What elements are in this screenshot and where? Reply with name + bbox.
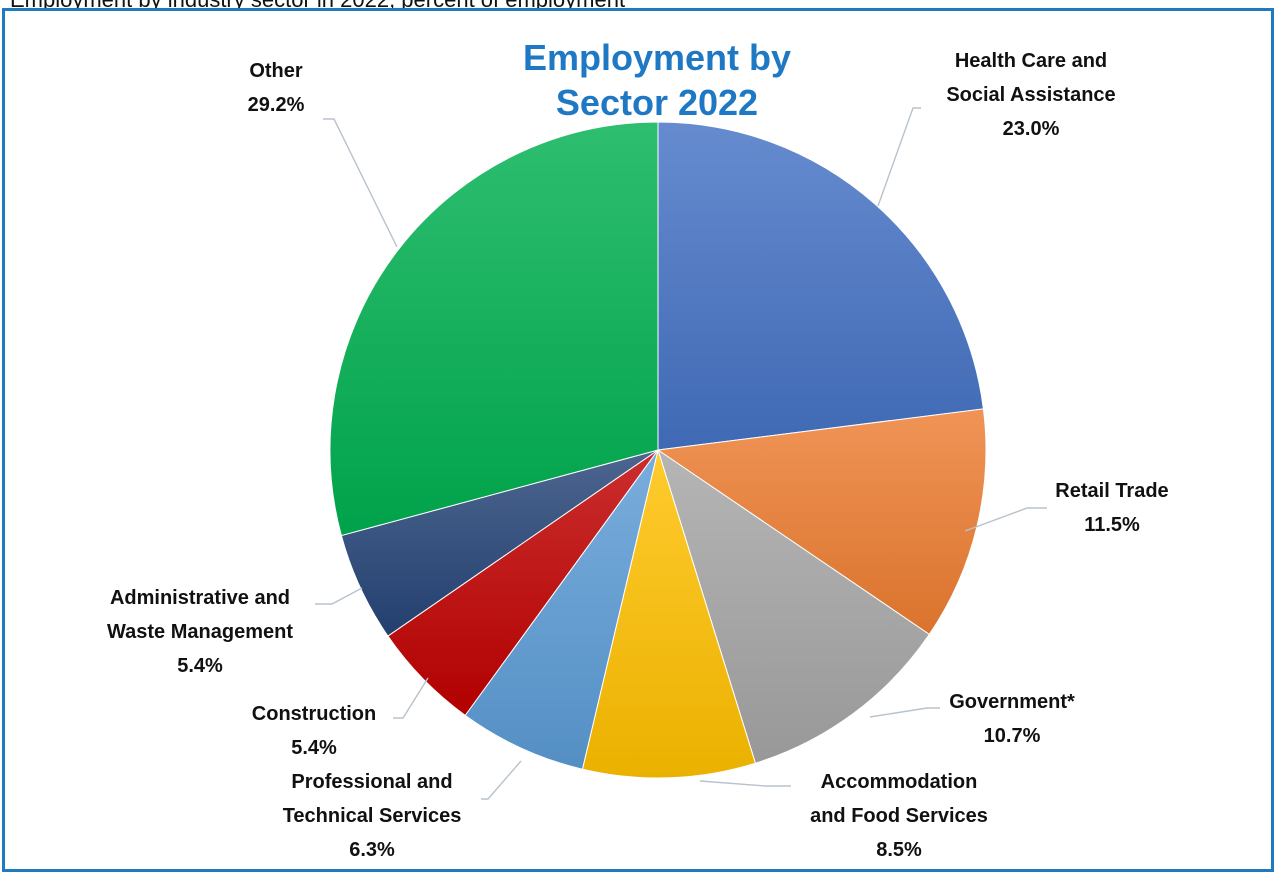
slice-value-label: 29.2% <box>248 94 305 116</box>
slice-name-line: Other <box>249 60 303 82</box>
slice-value-label: 5.4% <box>291 737 337 759</box>
slice-name-line: Accommodation <box>821 771 978 793</box>
slice-value-label: 23.0% <box>1003 118 1060 140</box>
slice-name-line: Construction <box>252 703 376 725</box>
slice-name-line: and Food Services <box>810 805 988 827</box>
slice-value-label: 8.5% <box>876 839 922 861</box>
slice-value-label: 6.3% <box>349 839 395 861</box>
slice-value-label: 10.7% <box>984 725 1041 747</box>
leader-line-accommodation-and-food-services <box>699 780 791 787</box>
pie-slice-accommodation-and-food-services <box>581 448 757 779</box>
leader-line-retail-trade <box>964 507 1047 532</box>
pie-slice-professional-and-technical-services <box>464 449 659 770</box>
slice-label-health-care-and-social-assistance: Health Care and Social Assistance 23.0% <box>946 50 1115 140</box>
slice-name-line: Health Care and <box>955 50 1107 72</box>
leader-lines <box>315 107 1047 800</box>
leader-line-professional-and-technical-services <box>481 760 522 800</box>
employment-pie-chart: Employment by Sector 2022 Health Care and S… <box>107 37 1169 861</box>
slice-label-other: Other 29.2% <box>248 60 305 116</box>
leader-line-health-care-and-social-assistance <box>877 107 921 207</box>
slice-name-line: Professional and <box>291 771 452 793</box>
leader-line-administrative-and-waste-management <box>315 587 363 605</box>
slice-label-accommodation-and-food-services: Accommodation and Food Services 8.5% <box>810 771 988 861</box>
slice-name-line: Social Assistance <box>946 84 1115 106</box>
slice-value-label: 5.4% <box>177 655 223 677</box>
slice-name-line: Administrative and <box>110 587 290 609</box>
slice-label-retail-trade: Retail Trade 11.5% <box>1055 480 1168 536</box>
pie-slice-other <box>329 121 659 537</box>
slice-name-line: Technical Services <box>283 805 462 827</box>
slice-name-line: Government* <box>949 691 1075 713</box>
slice-labels: Health Care and Social Assistance 23.0% Ret… <box>107 50 1169 861</box>
slice-label-professional-and-technical-services: Professional and Technical Services 6.3% <box>283 771 462 861</box>
pie-slice-health-care-and-social-assistance <box>657 121 984 451</box>
slice-name-line: Retail Trade <box>1055 480 1168 502</box>
slice-name-line: Waste Management <box>107 621 293 643</box>
chart-title-line: Employment by <box>523 37 791 78</box>
slice-value-label: 11.5% <box>1084 514 1140 536</box>
chart-title-line: Sector 2022 <box>556 82 758 123</box>
leader-line-other <box>323 118 398 248</box>
chart-title: Employment by Sector 2022 <box>523 37 791 123</box>
chart-frame: Employment by Sector 2022 Health Care and S… <box>2 8 1274 872</box>
leader-line-government <box>869 707 940 718</box>
slice-label-administrative-and-waste-management: Administrative and Waste Management 5.4% <box>107 587 293 677</box>
pie-slice-government <box>657 448 930 764</box>
pie-slices <box>329 121 987 779</box>
leader-line-construction <box>393 677 429 719</box>
slice-label-construction: Construction 5.4% <box>252 703 376 759</box>
slice-label-government: Government* 10.7% <box>949 691 1075 747</box>
